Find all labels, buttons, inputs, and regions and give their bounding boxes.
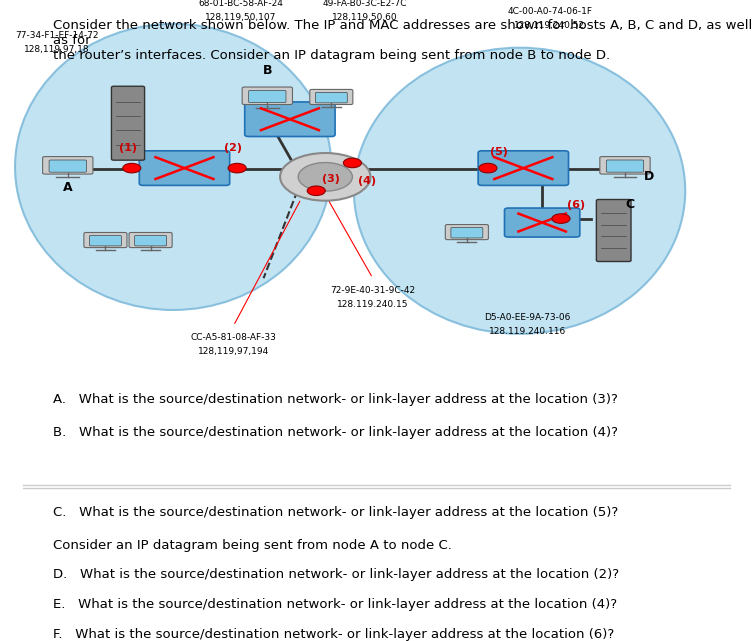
Text: B.   What is the source/destination network- or link-layer address at the locati: B. What is the source/destination networ…: [53, 426, 617, 438]
Text: (6): (6): [567, 199, 585, 210]
FancyBboxPatch shape: [242, 87, 292, 104]
Ellipse shape: [15, 24, 331, 310]
Text: 128.119.240.116: 128.119.240.116: [489, 328, 566, 337]
Text: D.   What is the source/destination network- or link-layer address at the locati: D. What is the source/destination networ…: [53, 569, 619, 581]
FancyBboxPatch shape: [135, 235, 166, 246]
Text: (4): (4): [358, 176, 376, 186]
FancyBboxPatch shape: [90, 235, 121, 246]
FancyBboxPatch shape: [111, 87, 145, 160]
Text: C: C: [625, 198, 634, 211]
FancyBboxPatch shape: [139, 151, 230, 185]
Circle shape: [479, 163, 497, 173]
Text: 128,119,97,18: 128,119,97,18: [23, 45, 90, 54]
Text: CC-A5-81-08-AF-33: CC-A5-81-08-AF-33: [191, 333, 276, 342]
FancyBboxPatch shape: [129, 233, 172, 247]
FancyBboxPatch shape: [451, 228, 483, 238]
FancyBboxPatch shape: [245, 102, 335, 137]
Circle shape: [280, 153, 370, 201]
FancyBboxPatch shape: [43, 156, 93, 174]
Text: (2): (2): [224, 143, 242, 153]
Text: 77-34-F1-EF-14-72: 77-34-F1-EF-14-72: [15, 31, 98, 40]
Text: 72-9E-40-31-9C-42: 72-9E-40-31-9C-42: [330, 286, 416, 295]
Text: E.   What is the source/destination network- or link-layer address at the locati: E. What is the source/destination networ…: [53, 598, 617, 611]
Text: C.   What is the source/destination network- or link-layer address at the locati: C. What is the source/destination networ…: [53, 506, 618, 519]
FancyBboxPatch shape: [84, 233, 127, 247]
Text: D: D: [644, 170, 654, 183]
Circle shape: [343, 158, 361, 168]
Text: 68-01-BC-58-AF-24: 68-01-BC-58-AF-24: [199, 0, 283, 8]
FancyBboxPatch shape: [606, 160, 644, 172]
FancyBboxPatch shape: [316, 92, 347, 103]
Text: 49-FA-B0-3C-E2-7C: 49-FA-B0-3C-E2-7C: [323, 0, 407, 8]
Text: 128,119,50,60: 128,119,50,60: [332, 13, 398, 22]
Circle shape: [552, 214, 570, 223]
FancyBboxPatch shape: [478, 151, 569, 185]
Text: 4C-00-A0-74-06-1F: 4C-00-A0-74-06-1F: [508, 8, 592, 17]
FancyBboxPatch shape: [596, 199, 631, 262]
FancyBboxPatch shape: [309, 89, 353, 104]
Text: A: A: [63, 181, 72, 194]
FancyBboxPatch shape: [49, 160, 87, 172]
Text: (3): (3): [322, 174, 340, 184]
Circle shape: [307, 186, 325, 196]
Circle shape: [123, 163, 141, 173]
Text: 128,119,240,52: 128,119,240,52: [514, 21, 585, 30]
Text: A.   What is the source/destination network- or link-layer address at the locati: A. What is the source/destination networ…: [53, 394, 617, 406]
FancyBboxPatch shape: [600, 156, 650, 174]
FancyBboxPatch shape: [505, 208, 580, 237]
Text: F.   What is the source/destination network- or link-layer address at the locati: F. What is the source/destination networ…: [53, 628, 614, 640]
Circle shape: [298, 163, 352, 191]
Circle shape: [228, 163, 246, 173]
FancyBboxPatch shape: [445, 224, 489, 240]
Text: 128.119.240.15: 128.119.240.15: [337, 299, 408, 308]
Text: (5): (5): [490, 147, 508, 157]
Text: 128,119,50,107: 128,119,50,107: [206, 13, 276, 22]
Text: (1): (1): [119, 143, 137, 153]
Text: 128,119,97,194: 128,119,97,194: [198, 347, 269, 356]
FancyBboxPatch shape: [248, 90, 286, 103]
Text: Consider the network shown below. The IP and MAC addresses are shown for hosts A: Consider the network shown below. The IP…: [53, 19, 752, 62]
Ellipse shape: [354, 47, 685, 334]
Text: D5-A0-EE-9A-73-06: D5-A0-EE-9A-73-06: [484, 313, 570, 322]
Text: Consider an IP datagram being sent from node A to node C.: Consider an IP datagram being sent from …: [53, 538, 452, 552]
Text: B: B: [263, 65, 272, 78]
